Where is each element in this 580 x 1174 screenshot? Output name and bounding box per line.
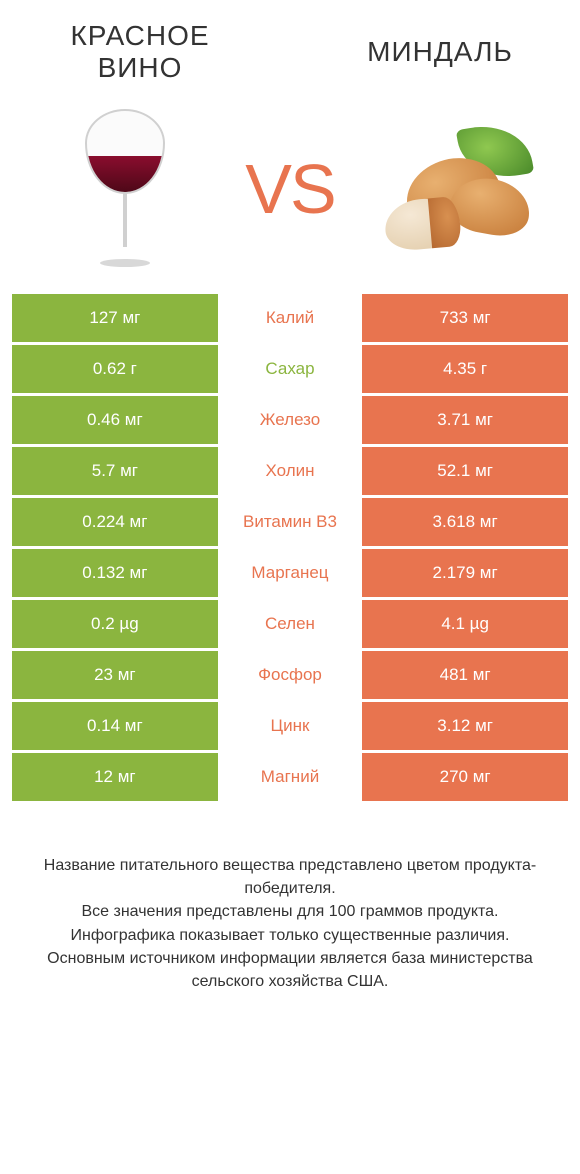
cell-left-value: 127 мг xyxy=(12,294,218,342)
cell-nutrient-label: Витамин B3 xyxy=(218,498,363,546)
cell-left-value: 0.46 мг xyxy=(12,396,218,444)
wine-glass-icon xyxy=(80,109,170,269)
cell-nutrient-label: Железо xyxy=(218,396,363,444)
table-row: 0.14 мгЦинк3.12 мг xyxy=(12,702,568,750)
comparison-table: 127 мгКалий733 мг0.62 гСахар4.35 г0.46 м… xyxy=(0,294,580,801)
cell-right-value: 3.71 мг xyxy=(362,396,568,444)
cell-left-value: 0.14 мг xyxy=(12,702,218,750)
cell-right-value: 52.1 мг xyxy=(362,447,568,495)
cell-right-value: 4.1 µg xyxy=(362,600,568,648)
table-row: 5.7 мгХолин52.1 мг xyxy=(12,447,568,495)
cell-nutrient-label: Холин xyxy=(218,447,363,495)
cell-nutrient-label: Цинк xyxy=(218,702,363,750)
cell-left-value: 5.7 мг xyxy=(12,447,218,495)
footer-notes: Название питательного вещества представл… xyxy=(0,804,580,1013)
footer-line: Инфографика показывает только существенн… xyxy=(20,924,560,947)
images-row: VS xyxy=(0,94,580,294)
cell-nutrient-label: Селен xyxy=(218,600,363,648)
table-row: 0.224 мгВитамин B33.618 мг xyxy=(12,498,568,546)
footer-line: Название питательного вещества представл… xyxy=(20,854,560,900)
cell-right-value: 733 мг xyxy=(362,294,568,342)
cell-nutrient-label: Калий xyxy=(218,294,363,342)
cell-right-value: 270 мг xyxy=(362,753,568,801)
table-row: 0.132 мгМарганец2.179 мг xyxy=(12,549,568,597)
cell-left-value: 0.62 г xyxy=(12,345,218,393)
cell-left-value: 12 мг xyxy=(12,753,218,801)
cell-left-value: 23 мг xyxy=(12,651,218,699)
product-left-title: КРАСНОЕ ВИНО xyxy=(40,20,240,84)
header: КРАСНОЕ ВИНО МИНДАЛЬ xyxy=(0,0,580,94)
vs-label: VS xyxy=(245,149,334,229)
product-left-image xyxy=(30,104,220,274)
cell-right-value: 4.35 г xyxy=(362,345,568,393)
cell-right-value: 3.12 мг xyxy=(362,702,568,750)
cell-left-value: 0.2 µg xyxy=(12,600,218,648)
table-row: 0.46 мгЖелезо3.71 мг xyxy=(12,396,568,444)
cell-nutrient-label: Марганец xyxy=(218,549,363,597)
table-row: 0.2 µgСелен4.1 µg xyxy=(12,600,568,648)
table-row: 12 мгМагний270 мг xyxy=(12,753,568,801)
almond-icon xyxy=(370,124,540,254)
product-right-image xyxy=(360,104,550,274)
product-right-title: МИНДАЛЬ xyxy=(340,36,540,68)
cell-left-value: 0.132 мг xyxy=(12,549,218,597)
cell-left-value: 0.224 мг xyxy=(12,498,218,546)
cell-nutrient-label: Фосфор xyxy=(218,651,363,699)
footer-line: Все значения представлены для 100 граммо… xyxy=(20,900,560,923)
footer-line: Основным источником информации является … xyxy=(20,947,560,993)
cell-nutrient-label: Сахар xyxy=(218,345,363,393)
table-row: 127 мгКалий733 мг xyxy=(12,294,568,342)
cell-right-value: 2.179 мг xyxy=(362,549,568,597)
cell-right-value: 3.618 мг xyxy=(362,498,568,546)
table-row: 23 мгФосфор481 мг xyxy=(12,651,568,699)
cell-nutrient-label: Магний xyxy=(218,753,363,801)
table-row: 0.62 гСахар4.35 г xyxy=(12,345,568,393)
cell-right-value: 481 мг xyxy=(362,651,568,699)
